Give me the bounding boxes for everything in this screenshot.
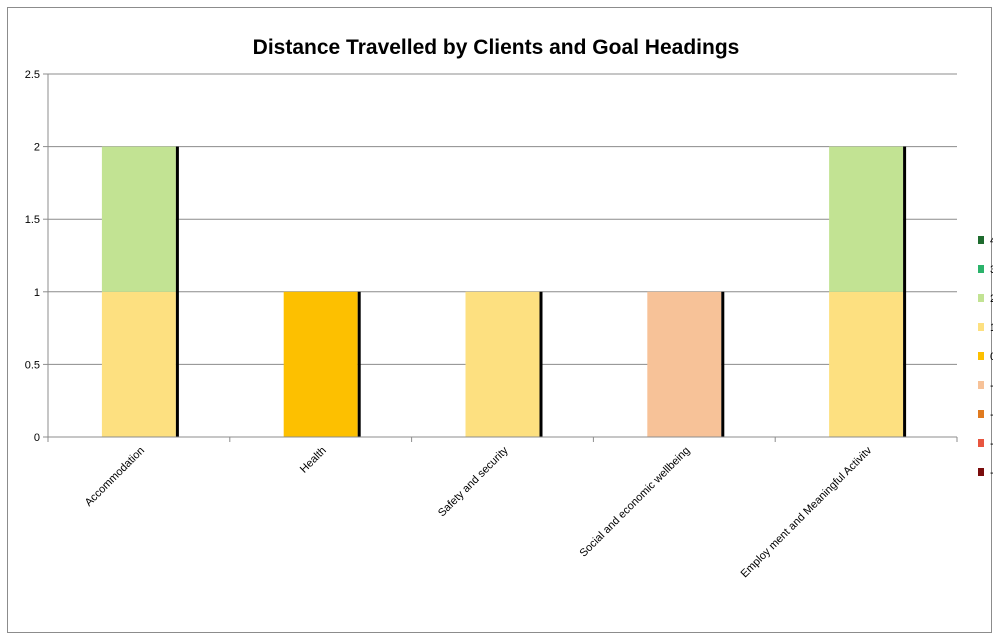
total-marker-0 xyxy=(175,146,179,437)
legend-label-4: 4 xyxy=(990,235,993,247)
bar-2-series-1 xyxy=(465,291,540,437)
bar-3-series--1 xyxy=(647,291,722,437)
total-marker-1 xyxy=(357,291,361,437)
total-marker-3 xyxy=(721,291,725,437)
y-tick-label: 2 xyxy=(34,142,40,154)
legend-swatch-0 xyxy=(978,352,984,360)
total-marker-2 xyxy=(539,291,543,437)
y-tick-label: 2.5 xyxy=(25,69,40,81)
gridlines xyxy=(48,73,957,365)
y-tick-label: 1.5 xyxy=(25,214,40,226)
legend-swatch-2 xyxy=(978,294,984,302)
x-tick-label: Employ ment and Meaningful Activitv xyxy=(739,444,875,580)
bar-4-series-1 xyxy=(829,291,904,437)
bar-0-series-2 xyxy=(101,146,176,292)
legend-swatch--1 xyxy=(978,381,984,389)
chart-svg: Distance Travelled by Clients and Goal H… xyxy=(25,36,993,580)
x-tick-label: Safety and security xyxy=(436,444,511,519)
total-marker-4 xyxy=(903,146,907,437)
legend-label-2: 2 xyxy=(990,293,993,305)
x-tick-label: Social and economic wellbeing xyxy=(578,445,693,560)
legend-swatch-4 xyxy=(978,236,984,244)
legend-label--1: -1 xyxy=(990,380,993,392)
x-tick-label: Health xyxy=(298,445,329,476)
legend-swatch-3 xyxy=(978,265,984,273)
chart-title: Distance Travelled by Clients and Goal H… xyxy=(253,36,740,59)
legend-label--4: -4 xyxy=(990,467,993,479)
legend-swatch-1 xyxy=(978,323,984,331)
legend: 4 3 2 1 0 -1 -2 -3 -4 xyxy=(978,235,993,479)
y-tick-label: 1 xyxy=(34,287,40,299)
y-tick-label: 0.5 xyxy=(25,359,40,371)
legend-label-0: 0 xyxy=(990,351,993,363)
bar-1-series-0 xyxy=(283,291,358,437)
bar-4-series-2 xyxy=(829,146,904,292)
bars xyxy=(101,146,907,437)
bar-0-series-1 xyxy=(101,291,176,437)
legend-label-3: 3 xyxy=(990,264,993,276)
axes xyxy=(43,73,958,442)
legend-swatch--2 xyxy=(978,410,984,418)
legend-label-1: 1 xyxy=(990,322,993,334)
x-tick-label: Accommodation xyxy=(83,445,147,509)
legend-swatch--4 xyxy=(978,468,984,476)
legend-label--3: -3 xyxy=(990,438,993,450)
y-tick-label: 0 xyxy=(34,432,40,444)
chart-area: Distance Travelled by Clients and Goal H… xyxy=(7,7,993,633)
legend-label--2: -2 xyxy=(990,409,993,421)
legend-swatch--3 xyxy=(978,439,984,447)
